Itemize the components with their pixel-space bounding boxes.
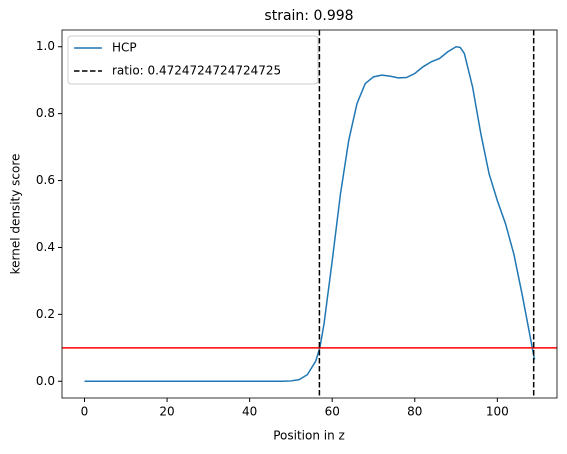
y-tick-label: 0.8 bbox=[36, 106, 55, 120]
x-axis-label: Position in z bbox=[273, 429, 345, 443]
y-tick-label: 0.0 bbox=[36, 374, 55, 388]
legend-label: ratio: 0.4724724724724725 bbox=[112, 64, 281, 78]
plot-frame bbox=[61, 29, 558, 399]
y-tick-label: 0.6 bbox=[36, 173, 55, 187]
x-tick-label: 80 bbox=[407, 405, 422, 419]
x-tick-label: 40 bbox=[242, 405, 257, 419]
x-tick-label: 60 bbox=[325, 405, 340, 419]
chart-title: strain: 0.998 bbox=[264, 8, 353, 24]
y-tick-label: 1.0 bbox=[36, 39, 55, 53]
y-tick-label: 0.2 bbox=[36, 307, 55, 321]
data-line bbox=[84, 45, 536, 383]
y-axis-label: kernel density score bbox=[9, 154, 23, 275]
y-tick-label: 0.4 bbox=[36, 240, 55, 254]
x-tick-label: 0 bbox=[81, 405, 89, 419]
x-tick-label: 20 bbox=[159, 405, 174, 419]
legend-box bbox=[67, 35, 319, 85]
x-tick-label: 100 bbox=[486, 405, 509, 419]
legend-label: HCP bbox=[112, 41, 137, 55]
